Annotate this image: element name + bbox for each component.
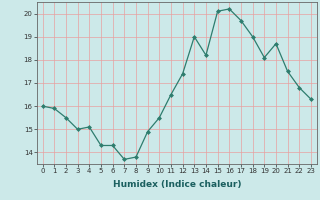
X-axis label: Humidex (Indice chaleur): Humidex (Indice chaleur) (113, 180, 241, 189)
